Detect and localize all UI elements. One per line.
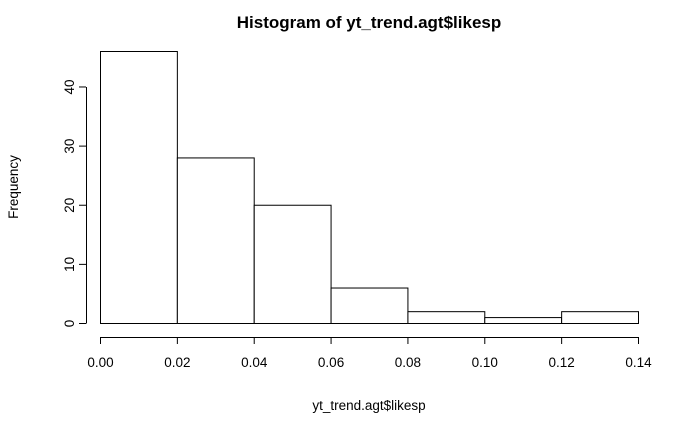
x-tick-label: 0.12 — [549, 355, 575, 370]
x-tick-label: 0.04 — [241, 355, 268, 370]
x-tick-label: 0.00 — [87, 355, 113, 370]
y-tick-label: 30 — [62, 139, 77, 154]
histogram-bar — [100, 51, 178, 324]
y-tick-label: 10 — [62, 257, 77, 272]
y-axis-label: Frequency — [6, 155, 21, 219]
x-axis-label: yt_trend.agt$likesp — [312, 398, 425, 413]
y-axis: 0 10 20 30 40 — [62, 79, 87, 327]
histogram-bar — [330, 287, 409, 324]
x-tick-label: 0.08 — [395, 355, 421, 370]
x-tick-label: 0.02 — [164, 355, 190, 370]
x-tick-label: 0.06 — [318, 355, 344, 370]
y-tick-label: 40 — [62, 79, 77, 94]
x-axis: 0.00 0.02 0.04 0.06 0.08 0.10 0.12 0.14 — [87, 337, 652, 370]
y-tick-label: 0 — [62, 320, 77, 328]
histogram-bar — [407, 311, 486, 325]
histogram-bar — [253, 204, 332, 325]
x-tick-label: 0.10 — [472, 355, 498, 370]
histogram-bar — [484, 317, 563, 324]
histogram-bar — [561, 311, 640, 325]
bars-group — [100, 51, 640, 325]
x-tick-label: 0.14 — [625, 355, 652, 370]
chart-title: Histogram of yt_trend.agt$likesp — [237, 13, 502, 32]
histogram-bar — [176, 157, 255, 324]
y-tick-label: 20 — [62, 198, 77, 213]
